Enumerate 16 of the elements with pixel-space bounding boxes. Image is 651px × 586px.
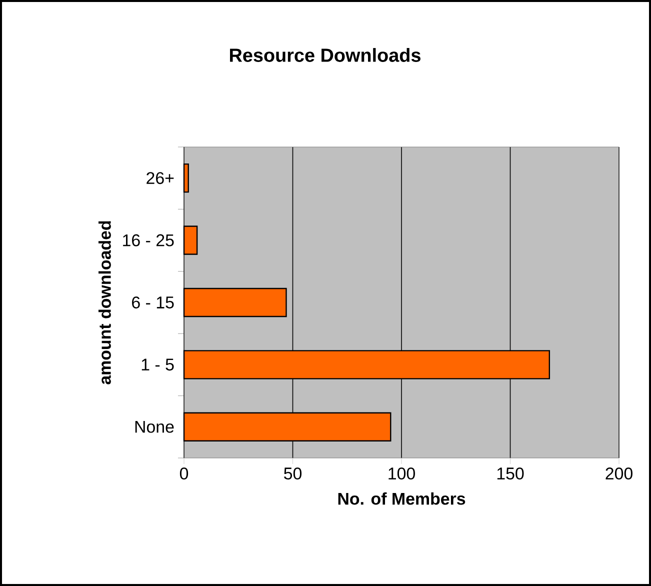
x-tick-label: 50 — [284, 468, 302, 480]
y-tick-label: 6 - 15 — [132, 296, 174, 308]
bar — [183, 163, 189, 193]
y-axis-title: amount downloaded — [98, 221, 111, 384]
x-tick-label: 0 — [180, 468, 188, 480]
y-tick-label: 26+ — [146, 172, 174, 184]
bar — [183, 288, 287, 318]
y-tick-label: 1 - 5 — [142, 358, 174, 371]
bar — [183, 226, 198, 255]
chart-title: Resource Downloads — [230, 48, 420, 62]
x-axis-title: No. of Members — [338, 492, 466, 505]
y-tick-label: None — [135, 420, 174, 433]
x-tick-label: 150 — [497, 468, 524, 480]
y-tick-label: 16 - 25 — [123, 234, 174, 246]
x-tick-label: 100 — [388, 468, 415, 480]
x-tick-label: 200 — [606, 468, 632, 480]
